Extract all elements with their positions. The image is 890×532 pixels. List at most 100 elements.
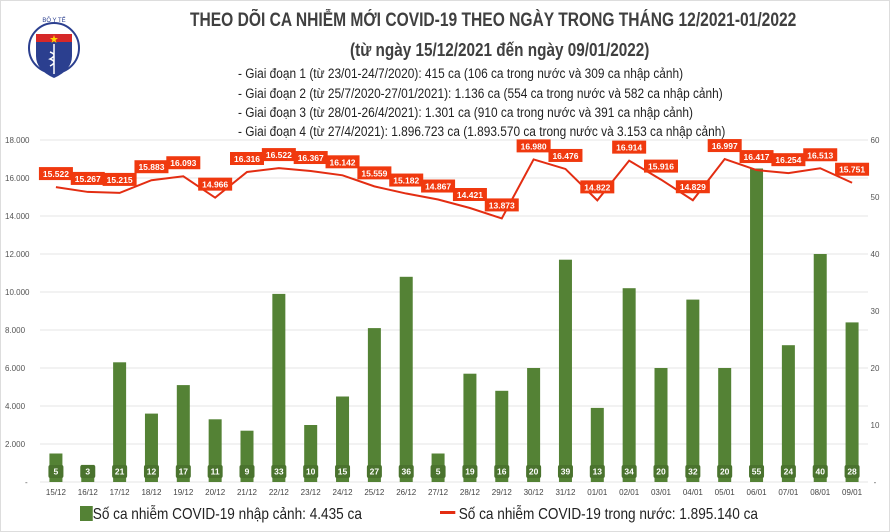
x-axis-tick: 22/12 [269, 488, 290, 497]
bar-02/01 [622, 288, 636, 482]
bar-label-box [717, 465, 733, 478]
x-axis-tick: 19/12 [173, 488, 194, 497]
x-axis-tick: 15/12 [46, 488, 67, 497]
left-axis-tick: 6.000 [5, 364, 26, 373]
bar-value-label: 34 [624, 467, 634, 477]
bar-label-box [749, 465, 765, 478]
line-value-label: 14.421 [457, 190, 483, 200]
bar-value-label: 33 [274, 467, 284, 477]
left-axis-tick: 2.000 [5, 440, 26, 449]
bar-19/12 [176, 385, 190, 482]
line-value-label: 15.916 [648, 162, 674, 172]
bar-value-label: 16 [497, 467, 507, 477]
bar-label-box [494, 465, 510, 478]
x-axis-tick: 23/12 [301, 488, 322, 497]
bar-04/01 [686, 299, 700, 482]
right-axis-tick: 40 [871, 250, 880, 259]
line-value-label: 16.093 [170, 158, 196, 168]
line-label-box [421, 179, 456, 193]
line-value-label: 15.267 [75, 174, 101, 184]
x-axis-tick: 08/01 [810, 488, 831, 497]
bar-value-label: 9 [245, 467, 250, 477]
line-label-box [548, 148, 583, 162]
bar-label-box [335, 465, 351, 478]
bar-label-box [175, 465, 191, 478]
line-label-box [134, 160, 169, 174]
bar-label-box [112, 465, 128, 478]
line-label-box [835, 162, 870, 176]
chart-subtitle: (từ ngày 15/12/2021 đến ngày 09/01/2022) [350, 40, 650, 60]
line-value-label: 15.215 [107, 175, 133, 185]
bar-value-label: 32 [688, 467, 698, 477]
x-axis-tick: 09/01 [842, 488, 863, 497]
line-value-label: 13.873 [489, 200, 515, 210]
right-axis-tick: 30 [871, 307, 880, 316]
x-axis-tick: 17/12 [110, 488, 131, 497]
bar-value-label: 36 [401, 467, 411, 477]
bar-01/01 [590, 407, 604, 482]
chart-title: THEO DÕI CA NHIỄM MỚI COVID-19 THEO NGÀY… [190, 10, 797, 31]
line-label-box [803, 148, 838, 162]
line-label-box [580, 180, 615, 194]
bar-value-label: 20 [529, 467, 539, 477]
bar-label-box [366, 465, 382, 478]
line-label-box [357, 166, 392, 180]
bar-value-label: 40 [815, 467, 825, 477]
right-axis-tick: 20 [871, 364, 880, 373]
line-label-box [325, 155, 360, 169]
bar-label-box [207, 465, 223, 478]
ministry-of-health-logo: BỘ Y TẾ [28, 17, 80, 78]
bar-value-label: 11 [211, 467, 220, 477]
x-axis-tick: 02/01 [619, 488, 640, 497]
line-value-label: 16.522 [266, 150, 292, 160]
line-label-box [293, 151, 328, 165]
bar-03/01 [654, 368, 668, 482]
bar-value-label: 10 [306, 467, 316, 477]
right-axis-tick: 50 [871, 193, 880, 202]
bar-value-label: 28 [847, 467, 857, 477]
line-label-box [198, 177, 233, 191]
bar-label-box [80, 465, 96, 478]
bar-value-label: 3 [85, 467, 90, 477]
line-value-label: 16.980 [521, 141, 547, 151]
x-axis-tick: 06/01 [747, 488, 768, 497]
line-value-label: 16.316 [234, 154, 260, 164]
line-value-label: 14.829 [680, 182, 706, 192]
line-label-box [70, 171, 105, 185]
legend-line-swatch [440, 511, 456, 514]
domestic-cases-line [55, 157, 853, 220]
stage-4-summary: - Giai đoạn 4 (từ 27/4/2021): 1.896.723 … [238, 124, 726, 139]
x-axis-tick: 01/01 [587, 488, 608, 497]
bar-label-box [462, 465, 478, 478]
legend-item-bar: Số ca nhiễm COVID-19 nhập cảnh: 4.435 ca [80, 506, 362, 524]
x-axis-tick: 07/01 [778, 488, 799, 497]
left-axis-tick: 4.000 [5, 402, 26, 411]
bar-05/01 [718, 368, 732, 482]
x-axis-tick: 16/12 [78, 488, 99, 497]
bar-label-box [780, 465, 796, 478]
line-value-label: 14.822 [584, 182, 610, 192]
bar-value-label: 17 [179, 467, 189, 477]
left-axis-tick: - [25, 478, 28, 487]
bar-08/01 [813, 254, 827, 482]
right-axis-tick: - [874, 478, 877, 487]
line-label-box [675, 180, 710, 194]
bar-06/01 [750, 168, 764, 482]
bar-value-label: 20 [720, 467, 730, 477]
line-value-label: 15.751 [839, 165, 865, 175]
x-axis-tick: 21/12 [237, 488, 258, 497]
line-label-box [739, 150, 774, 164]
x-axis-tick: 26/12 [396, 488, 417, 497]
bar-label-box [653, 465, 669, 478]
bar-label-box [557, 465, 573, 478]
line-label-box [644, 159, 678, 173]
bar-09/01 [845, 322, 859, 482]
bar-26/12 [399, 276, 413, 482]
x-axis-tick: 30/12 [524, 488, 545, 497]
line-value-label: 15.559 [361, 168, 387, 178]
stage-2-summary: - Giai đoạn 2 (từ 25/7/2020-27/01/2021):… [238, 86, 723, 101]
bar-29/12 [495, 390, 509, 482]
x-axis-tick: 25/12 [364, 488, 385, 497]
legend-bar-label: Số ca nhiễm COVID-19 nhập cảnh: 4.435 ca [92, 506, 362, 523]
